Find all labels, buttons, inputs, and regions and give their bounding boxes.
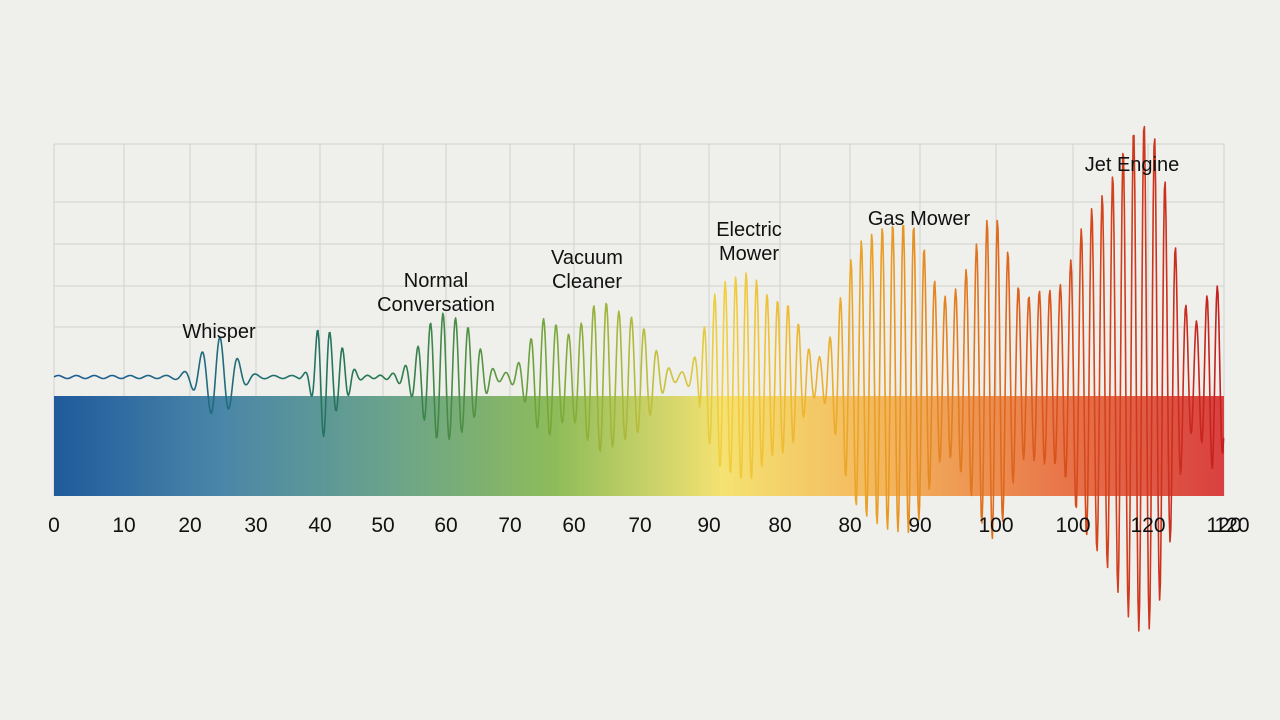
x-tick-label: 30 [244,514,267,537]
annotation-gas-mower: Gas Mower [868,208,971,230]
x-tick-label: 120 [1130,514,1165,537]
x-tick-label: 50 [371,514,394,537]
x-tick-label: 40 [308,514,331,537]
annotation-jet-engine: Jet Engine [1085,154,1180,176]
annotation-normal-conversation: Normal Conversation [377,270,495,316]
x-tick-label: 0 [48,514,60,537]
x-tick-label: 90 [697,514,720,537]
x-tick-label: 120 [1206,514,1241,537]
x-tick-label: 10 [112,514,135,537]
x-tick-label: 20 [178,514,201,537]
x-tick-label: 80 [768,514,791,537]
sound-waveform [53,125,1225,632]
x-axis-ticks: 0 10 20 30 40 50 60 70 60 70 90 80 80 90 100 100 120 1201… [48,514,1249,537]
x-tick-label: 70 [628,514,651,537]
x-tick-label: 120 [1214,514,1249,537]
x-tick-label: 100 [1055,514,1090,537]
annotation-whisper: Whisper [182,321,256,343]
x-tick-label: 60 [562,514,585,537]
x-tick-label: 90 [908,514,931,537]
x-tick-label: 60 [434,514,457,537]
annotations: Whisper Normal Conversation Vacuum Cleaner El… [182,154,1179,343]
x-tick-label: 100 [978,514,1013,537]
x-tick-label: 70 [498,514,521,537]
annotation-vacuum-cleaner: Vacuum Cleaner [551,247,623,293]
x-tick-label: 80 [838,514,861,537]
annotation-electric-mower: Electric Mower [716,219,782,265]
